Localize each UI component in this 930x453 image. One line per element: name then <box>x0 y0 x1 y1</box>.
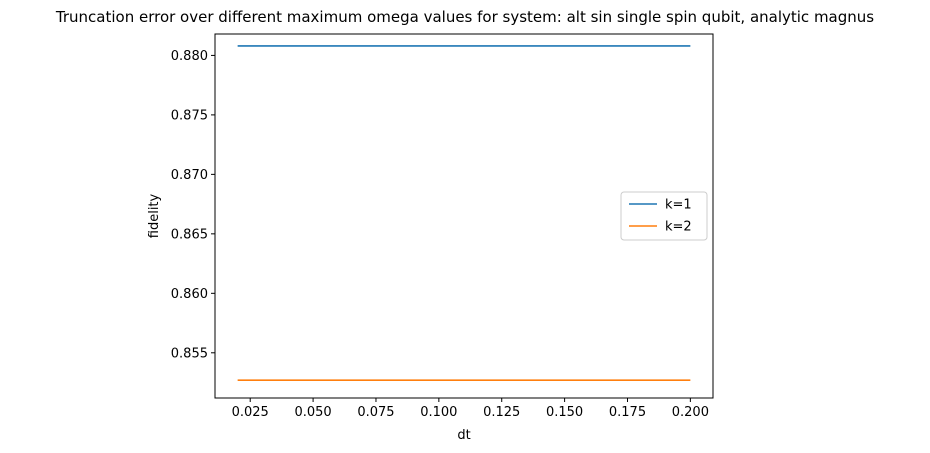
y-tick-label: 0.860 <box>171 287 208 302</box>
y-tick-label: 0.870 <box>171 168 208 183</box>
x-tick-label: 0.100 <box>420 405 457 420</box>
x-tick-label: 0.150 <box>546 405 583 420</box>
series-layer <box>237 45 691 381</box>
x-tick-label: 0.175 <box>609 405 646 420</box>
x-axis-ticks: 0.025 0.050 0.075 0.100 0.125 0.150 0.175 0.200 <box>232 398 709 420</box>
x-tick-label: 0.200 <box>672 405 709 420</box>
x-tick-label: 0.050 <box>294 405 331 420</box>
x-tick-label: 0.025 <box>232 405 269 420</box>
y-tick-label: 0.855 <box>171 346 208 361</box>
y-tick-label: 0.865 <box>171 227 208 242</box>
chart-title: Truncation error over different maximum … <box>55 8 874 26</box>
legend-label: k=1 <box>665 198 692 213</box>
y-axis-label: fidelity <box>147 193 162 238</box>
legend-label: k=2 <box>665 220 692 235</box>
y-axis-ticks: 0.855 0.860 0.865 0.870 0.875 0.880 <box>171 49 215 361</box>
y-tick-label: 0.880 <box>171 49 208 64</box>
x-axis-label: dt <box>457 428 470 443</box>
x-tick-label: 0.075 <box>357 405 394 420</box>
legend-box <box>620 191 708 241</box>
y-tick-label: 0.875 <box>171 108 208 123</box>
legend: k=1k=2 <box>620 191 708 241</box>
x-tick-label: 0.125 <box>483 405 520 420</box>
